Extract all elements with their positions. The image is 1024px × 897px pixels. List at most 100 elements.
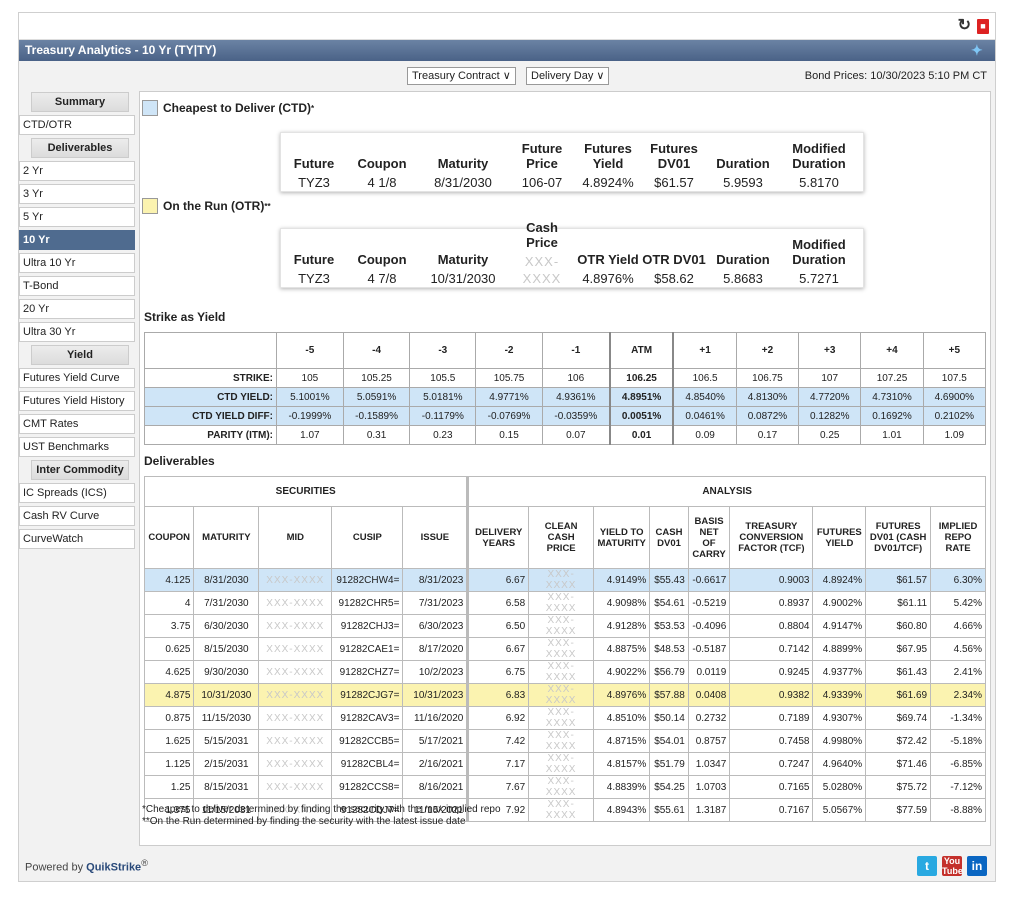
table-cell-cusip: 91282CBL4=: [331, 752, 404, 776]
strike-cell: 105.5: [409, 368, 477, 388]
strike-row-label: STRIKE:: [144, 368, 277, 388]
twitter-icon[interactable]: ✦: [971, 42, 983, 58]
ctd-col-modified-duration: Modified Duration 5.8170: [779, 133, 859, 191]
sidebar-item-curvewatch[interactable]: CurveWatch: [19, 529, 135, 549]
table-cell-futures-yield: 5.0567%: [812, 798, 867, 822]
strike-row-label: PARITY (ITM):: [144, 425, 277, 445]
treasury-contract-dropdown[interactable]: Treasury Contract ∨: [407, 67, 516, 85]
twitter-icon[interactable]: t: [917, 856, 937, 876]
sidebar-item-ust-benchmarks[interactable]: UST Benchmarks: [19, 437, 135, 457]
table-cell-issue: 8/16/2021: [402, 775, 469, 799]
quikstrike-link[interactable]: QuikStrike: [86, 861, 142, 874]
table-cell-cash-dv01: $50.14: [649, 706, 689, 730]
table-cell-basis-net-of-carry: 0.0408: [687, 683, 731, 707]
table-cell-delivery-years: 6.67: [466, 637, 530, 661]
table-cell-yield-to-maturity: 4.9098%: [593, 591, 651, 615]
top-toolbar: ↻ ■: [19, 13, 995, 40]
ctd-header: Duration: [716, 156, 770, 171]
otr-value: 5.8683: [723, 271, 763, 286]
sidebar-item-20-yr[interactable]: 20 Yr: [19, 299, 135, 319]
column-header-coupon: COUPON: [143, 506, 195, 569]
sidebar-item-t-bond[interactable]: T-Bond: [19, 276, 135, 296]
ctd-col-coupon: Coupon 4 1/8: [347, 133, 417, 191]
sidebar-item-ultra-30-yr[interactable]: Ultra 30 Yr: [19, 322, 135, 342]
ctd-col-maturity: Maturity 8/31/2030: [417, 133, 509, 191]
delivery-day-label: Delivery Day: [531, 70, 594, 82]
sidebar-item-5-yr[interactable]: 5 Yr: [19, 207, 135, 227]
strike-cell: 106.25: [608, 368, 675, 388]
securities-group-header: SECURITIES: [143, 476, 469, 507]
table-cell-maturity: 7/31/2030: [193, 591, 260, 615]
strike-cell: 1.09: [922, 425, 987, 445]
otr-color-swatch: [142, 198, 158, 214]
table-cell-futures-yield: 5.0280%: [812, 775, 867, 799]
sidebar-item-10-yr[interactable]: 10 Yr: [19, 230, 135, 250]
table-cell-yield-to-maturity: 4.8875%: [593, 637, 651, 661]
sidebar-item-cmt-rates[interactable]: CMT Rates: [19, 414, 135, 434]
table-cell-clean-cash-price: XXX-XXXX: [528, 614, 595, 638]
linkedin-icon[interactable]: in: [967, 856, 987, 876]
strike-column-header: -3: [409, 332, 477, 369]
table-cell-issue: 7/31/2023: [402, 591, 469, 615]
strike-column-header: +5: [922, 332, 987, 369]
window-title-bar: Treasury Analytics - 10 Yr (TY|TY) ✦: [19, 40, 995, 61]
table-cell-treasury-conversion-factor-tcf: 0.9382: [729, 683, 814, 707]
otr-value: $58.62: [654, 271, 694, 286]
ctd-color-swatch: [142, 100, 158, 116]
otr-col-cash-price: Cash Price XXX-XXXX: [509, 220, 575, 287]
delivery-day-dropdown[interactable]: Delivery Day ∨: [526, 67, 610, 85]
otr-col-coupon: Coupon 4 7/8: [347, 229, 417, 287]
otr-col-duration: Duration 5.8683: [707, 229, 779, 287]
strike-cell: 107.5: [922, 368, 987, 388]
table-cell-implied-repo-rate: -7.12%: [930, 775, 986, 799]
table-cell-maturity: 8/15/2031: [193, 775, 260, 799]
sidebar-item-3-yr[interactable]: 3 Yr: [19, 184, 135, 204]
strike-row-ctd-yield-diff: CTD YIELD DIFF: -0.1999% -0.1589% -0.1179% -…: [144, 406, 987, 426]
column-header-futures-dv01-cash-dv01-tcf: FUTURES DV01 (CASH DV01/TCF): [865, 506, 932, 569]
strike-column-header: -1: [541, 332, 611, 369]
strike-cell: 107.25: [860, 368, 924, 388]
strike-as-yield-table: -5 -4 -3 -2 -1 ATM +1 +2 +3 +4 +5 STRIKE: 105 105.25 1…: [144, 332, 987, 445]
table-cell-futures-dv01-cash-dv01-tcf: $69.74: [865, 706, 932, 730]
table-cell-maturity: 6/30/2030: [193, 614, 260, 638]
sidebar-group-deliverables: Deliverables: [31, 138, 129, 158]
sidebar-item-cash-rv-curve[interactable]: Cash RV Curve: [19, 506, 135, 526]
otr-col-modified-duration: Modified Duration 5.7271: [779, 229, 859, 287]
table-cell-yield-to-maturity: 4.9149%: [593, 568, 651, 592]
table-cell-futures-dv01-cash-dv01-tcf: $61.11: [865, 591, 932, 615]
strike-cell: 4.7310%: [860, 387, 924, 407]
table-cell-delivery-years: 6.50: [466, 614, 530, 638]
ctd-section-header: Cheapest to Deliver (CTD) *: [142, 100, 314, 116]
youtube-icon[interactable]: You Tube: [942, 856, 963, 876]
sidebar-item-ctd-otr[interactable]: CTD/OTR: [19, 115, 135, 135]
table-cell-cusip: 91282CCB5=: [331, 729, 404, 753]
table-cell-basis-net-of-carry: 0.2732: [687, 706, 731, 730]
strike-cell: 106.75: [735, 368, 800, 388]
table-cell-coupon: 3.75: [143, 614, 195, 638]
strike-row-parity-itm: PARITY (ITM): 1.07 0.31 0.23 0.15 0.07 0.01 0.0…: [144, 425, 987, 445]
otr-header: Coupon: [357, 252, 407, 267]
sidebar-item-2-yr[interactable]: 2 Yr: [19, 161, 135, 181]
table-cell-cash-dv01: $51.79: [649, 752, 689, 776]
controls-row: Treasury Contract ∨ Delivery Day ∨ Bond …: [19, 61, 995, 89]
table-row: 1.625 5/15/2031 XXX-XXXX 91282CCB5= 5/17/202…: [143, 729, 986, 753]
pdf-icon[interactable]: ■: [977, 18, 989, 34]
table-cell-clean-cash-price: XXX-XXXX: [528, 798, 595, 822]
sidebar-item-ic-spreads-ics[interactable]: IC Spreads (ICS): [19, 483, 135, 503]
sidebar-item-futures-yield-history[interactable]: Futures Yield History: [19, 391, 135, 411]
reload-icon[interactable]: ↻: [957, 17, 971, 34]
ctd-value: $61.57: [654, 175, 694, 190]
sidebar-item-ultra-10-yr[interactable]: Ultra 10 Yr: [19, 253, 135, 273]
table-cell-futures-dv01-cash-dv01-tcf: $67.95: [865, 637, 932, 661]
table-cell-mid: XXX-XXXX: [258, 591, 333, 615]
sidebar-item-futures-yield-curve[interactable]: Futures Yield Curve: [19, 368, 135, 388]
table-cell-mid: XXX-XXXX: [258, 798, 333, 822]
table-cell-delivery-years: 7.67: [466, 775, 530, 799]
table-cell-futures-dv01-cash-dv01-tcf: $61.43: [865, 660, 932, 684]
table-cell-coupon: 4.125: [143, 568, 195, 592]
strike-corner-cell: [144, 332, 277, 369]
strike-cell: 1.07: [276, 425, 344, 445]
strike-cell: 0.0872%: [735, 406, 800, 426]
table-cell-implied-repo-rate: -8.88%: [930, 798, 986, 822]
strike-column-header: -2: [475, 332, 543, 369]
